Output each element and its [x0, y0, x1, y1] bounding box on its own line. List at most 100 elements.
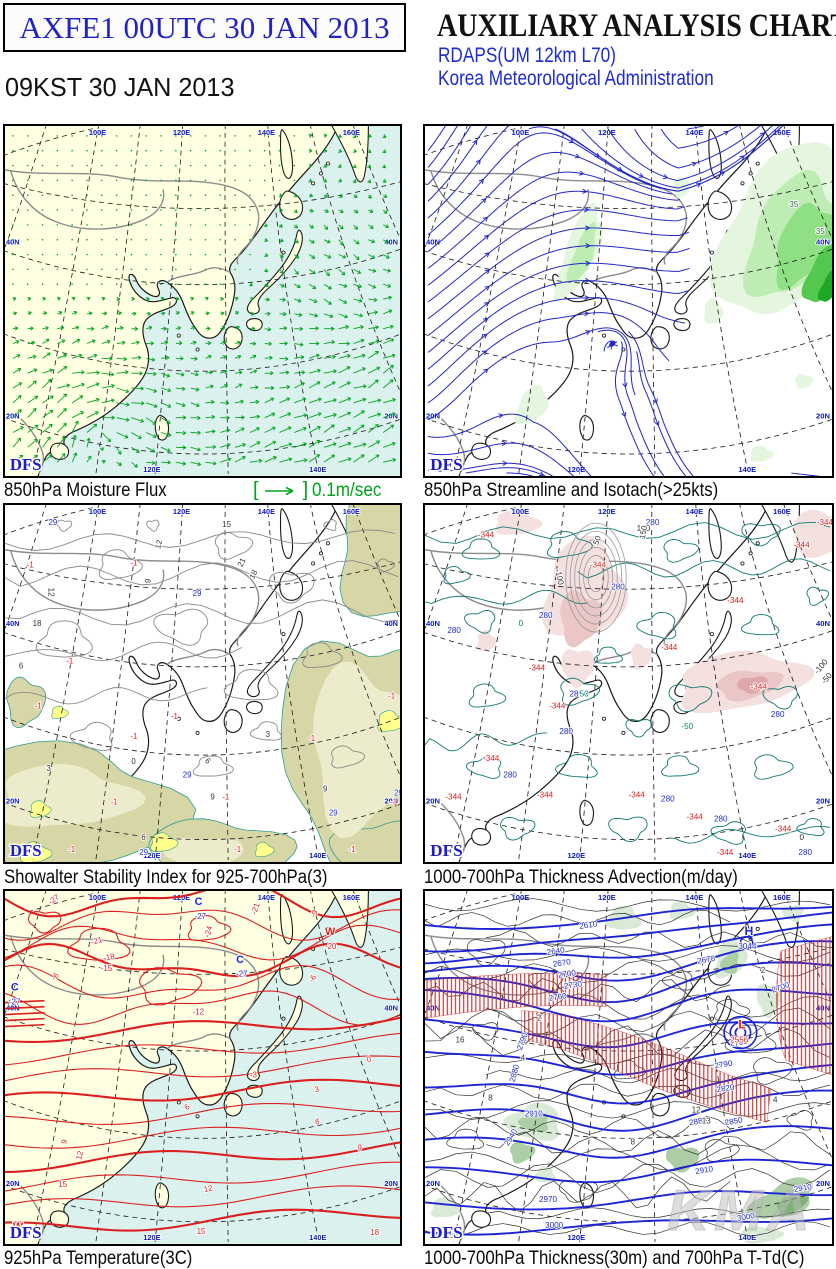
svg-text:280: 280	[447, 626, 461, 635]
svg-text:-100: -100	[553, 568, 565, 586]
caption-thickness-advection: 1000-700hPa Thickness Advection(m/day)	[424, 867, 738, 888]
svg-text:40N: 40N	[426, 238, 440, 247]
svg-text:-344: -344	[661, 643, 678, 652]
svg-text:20N: 20N	[384, 412, 398, 421]
inland-borders	[5, 169, 260, 475]
svg-text:-3: -3	[250, 1070, 258, 1079]
svg-text:160E: 160E	[773, 128, 791, 137]
temperature-contours	[5, 891, 400, 1232]
panel-showalter: 100E 120E 140E 160E 120E 140E 40N 40N 20N 20N -1 -1…	[3, 503, 402, 864]
panel-thickness-advection: 100E 120E 140E 160E 120E 140E 40N 40N 20N 20N -344…	[423, 503, 834, 864]
svg-text:40N: 40N	[6, 238, 20, 247]
svg-text:-344: -344	[549, 702, 566, 711]
svg-text:35: 35	[816, 227, 826, 236]
svg-text:DFS: DFS	[10, 841, 42, 860]
svg-text:3000: 3000	[736, 1211, 756, 1223]
svg-text:-344: -344	[817, 518, 832, 527]
chart-id-box: AXFE1 00UTC 30 JAN 2013	[3, 3, 406, 52]
svg-text:-1: -1	[111, 797, 119, 806]
svg-text:-27: -27	[195, 912, 206, 921]
svg-text:18: 18	[33, 619, 42, 628]
svg-text:-27: -27	[9, 998, 20, 1007]
svg-text:2556: 2556	[730, 1036, 749, 1045]
svg-text:12: 12	[203, 1183, 213, 1194]
legend-arrow-icon	[264, 486, 293, 495]
svg-text:-344: -344	[727, 596, 744, 605]
panel-streamline: 100E 120E 140E 160E 120E 140E 40N 40N 20N 20N 35 35…	[423, 124, 834, 478]
dfs-logo: DFS	[429, 839, 465, 861]
svg-text:-344: -344	[537, 790, 554, 799]
svg-text:8: 8	[488, 1093, 493, 1102]
svg-text:2820: 2820	[716, 1082, 736, 1094]
svg-text:280: 280	[771, 710, 785, 719]
svg-text:-344: -344	[629, 790, 646, 799]
svg-text:20N: 20N	[6, 412, 20, 421]
svg-text:120E: 120E	[598, 507, 616, 516]
svg-text:140E: 140E	[685, 893, 703, 902]
caption-thickness-ttd: 1000-700hPa Thickness(30m) and 700hPa T-…	[424, 1248, 805, 1269]
svg-text:W: W	[13, 1221, 24, 1233]
panel-thickness-ttd: 100E120E140E160E120E140E40N40N20N20NKMA2…	[423, 889, 834, 1246]
svg-text:6: 6	[315, 1117, 320, 1126]
panel-moisture-flux: 100E 120E 140E 160E 120E 140E 40N 40N 20N 20N DFS	[3, 124, 402, 478]
svg-text:-344: -344	[478, 530, 495, 539]
svg-text:-344: -344	[717, 848, 734, 857]
svg-text:29: 29	[183, 770, 192, 779]
svg-text:140E: 140E	[258, 507, 275, 516]
svg-text:6: 6	[183, 1102, 192, 1112]
svg-text:100E: 100E	[511, 507, 529, 516]
stability-contours	[5, 519, 399, 777]
svg-text:2910: 2910	[525, 1109, 544, 1118]
svg-text:20N: 20N	[426, 1179, 440, 1188]
dfs-logo: DFS	[429, 1222, 465, 1244]
svg-text:DFS: DFS	[10, 455, 42, 474]
svg-text:280: 280	[646, 518, 660, 527]
svg-text:20N: 20N	[384, 1179, 398, 1188]
svg-text:40N: 40N	[816, 619, 830, 628]
ttd-green-shading	[430, 900, 813, 1244]
svg-text:100E: 100E	[89, 128, 106, 137]
svg-text:18: 18	[370, 1228, 379, 1237]
svg-text:20N: 20N	[816, 797, 830, 806]
svg-text:-21: -21	[249, 901, 262, 915]
svg-text:12: 12	[692, 1105, 702, 1114]
stability-shading	[5, 505, 400, 862]
svg-text:-1: -1	[27, 560, 35, 569]
svg-text:-1: -1	[222, 792, 230, 801]
svg-text:140E: 140E	[685, 128, 703, 137]
svg-text:4: 4	[521, 1054, 526, 1063]
svg-text:140E: 140E	[738, 465, 756, 474]
svg-text:120E: 120E	[143, 1233, 160, 1242]
graticule	[5, 891, 400, 1243]
svg-text:KMA: KMA	[667, 1179, 814, 1243]
svg-text:12: 12	[153, 538, 164, 550]
svg-text:-344: -344	[775, 825, 792, 834]
svg-text:20N: 20N	[6, 1179, 20, 1188]
svg-text:40N: 40N	[384, 238, 398, 247]
svg-text:3000: 3000	[545, 1221, 564, 1230]
svg-text:L: L	[738, 1018, 745, 1032]
svg-text:-1: -1	[171, 712, 179, 721]
svg-text:-1: -1	[35, 702, 43, 711]
svg-text:-344: -344	[793, 540, 810, 549]
svg-text:-27: -27	[236, 970, 247, 979]
svg-text:280: 280	[569, 690, 583, 699]
svg-text:-18: -18	[103, 952, 116, 963]
svg-text:DFS: DFS	[10, 1223, 42, 1242]
svg-text:120E: 120E	[567, 1233, 585, 1242]
svg-text:2880: 2880	[688, 1115, 708, 1127]
graticule	[5, 505, 400, 861]
value-labels: -27-24-21-21-18-15-12-9-6 -6-303669912121…	[8, 892, 381, 1238]
svg-text:20N: 20N	[6, 796, 20, 805]
graticule-labels: 100E 120E 140E 160E 120E 140E 40N 40N 20N 20N	[5, 506, 399, 861]
svg-text:29: 29	[329, 809, 338, 818]
svg-text:12: 12	[74, 1150, 85, 1161]
svg-text:2850: 2850	[724, 1115, 744, 1127]
dfs-logo: DFS	[8, 1221, 43, 1243]
svg-text:100E: 100E	[89, 507, 106, 516]
caption-streamline: 850hPa Streamline and Isotach(>25kts)	[424, 480, 719, 501]
svg-text:140E: 140E	[738, 851, 756, 860]
dfs-logo: DFS	[8, 839, 43, 861]
svg-text:9: 9	[323, 784, 328, 793]
